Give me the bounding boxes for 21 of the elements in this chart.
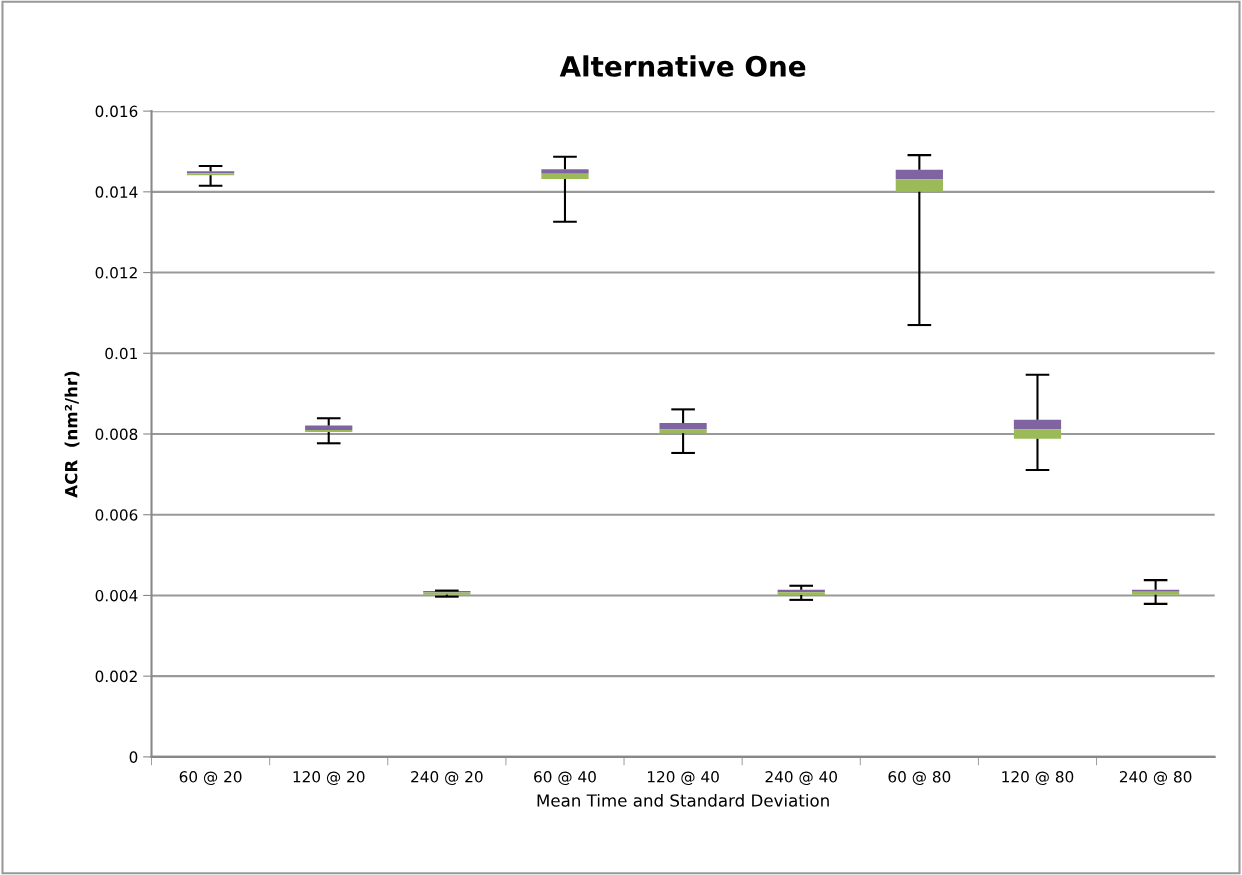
y-axis-title: ACR (nm²/hr) xyxy=(64,371,80,498)
y-tick-label: 0.012 xyxy=(95,267,137,279)
x-tick-label: 120 @ 20 xyxy=(293,771,365,786)
x-tick-label: 240 @ 40 xyxy=(765,771,838,786)
y-tick-label: 0.006 xyxy=(95,509,138,521)
x-tick-label: 60 @ 40 xyxy=(534,771,596,786)
y-tick-label: 0.002 xyxy=(95,670,137,683)
chart-title: Alternative One xyxy=(559,55,806,77)
y-tick-label: 0.008 xyxy=(95,428,138,441)
x-axis-title: Mean Time and Standard Deviation xyxy=(537,793,829,807)
x-tick-label: 120 @ 80 xyxy=(1002,771,1074,786)
x-tick-label: 120 @ 40 xyxy=(647,771,719,786)
y-tick-label: 0.01 xyxy=(105,347,137,360)
x-tick-label: 240 @ 80 xyxy=(1119,771,1192,786)
x-tick-label: 60 @ 20 xyxy=(179,771,242,786)
x-tick-label: 240 @ 20 xyxy=(411,771,483,786)
x-tick-label: 60 @ 80 xyxy=(888,771,951,786)
y-tick-label: 0.004 xyxy=(95,589,138,602)
y-tick-label: 0.016 xyxy=(95,105,138,118)
y-tick-label: 0.014 xyxy=(95,186,138,198)
y-tick-label: 0 xyxy=(129,751,138,763)
